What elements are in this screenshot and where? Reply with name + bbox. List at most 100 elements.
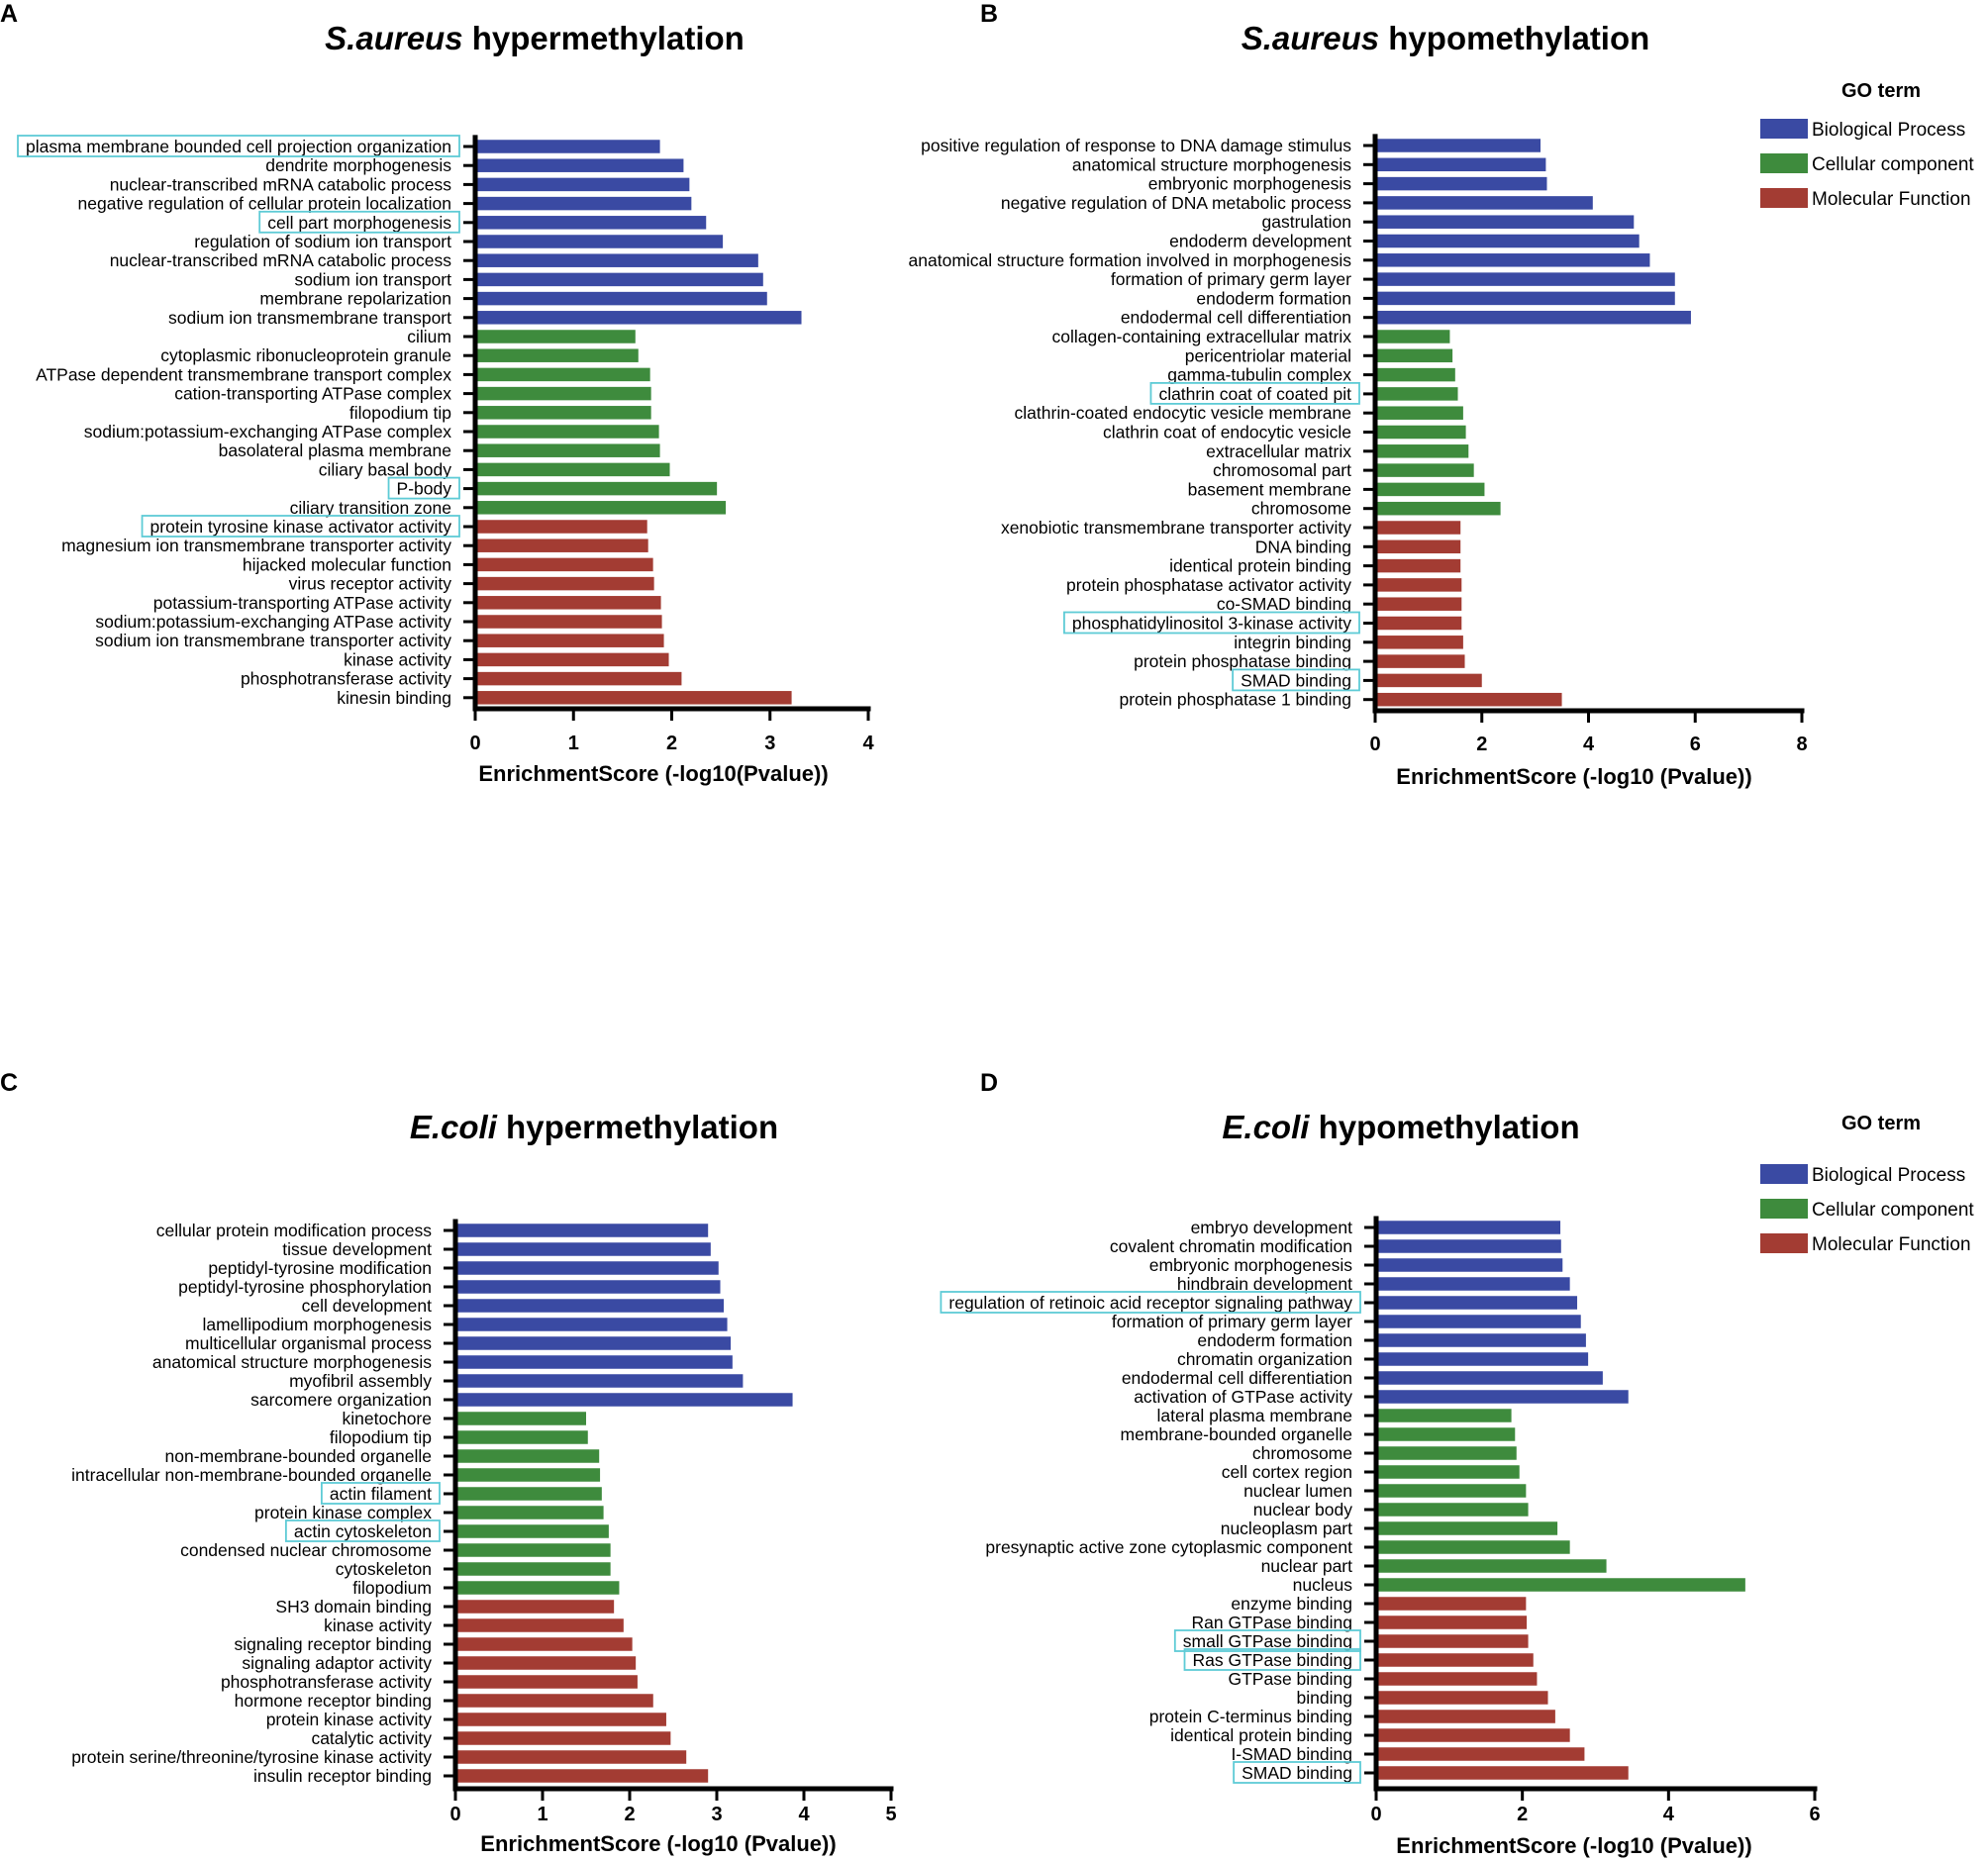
x-tick-label-d-2: 2 (1517, 1804, 1528, 1825)
category-label-a-20: protein tyrosine kinase activator activi… (150, 517, 452, 537)
chart-title-a: S.aureus hypermethylation (325, 20, 745, 56)
category-label-a-11: cytoplasmic ribonucleoprotein granule (160, 345, 451, 365)
bar-c-5 (455, 1318, 728, 1331)
category-label-a-17: ciliary basal body (319, 459, 451, 479)
bar-b-3 (1375, 196, 1593, 210)
bar-c-3 (455, 1280, 721, 1294)
category-label-b-28: SMAD binding (1241, 670, 1351, 690)
bar-d-18 (1376, 1559, 1607, 1573)
bar-a-28 (475, 671, 682, 686)
bar-c-24 (455, 1675, 638, 1689)
category-label-d-6: endoderm formation (1197, 1330, 1352, 1350)
bar-b-25 (1375, 616, 1462, 631)
bar-a-8 (475, 291, 767, 306)
highlight-box-b-25 (1063, 611, 1360, 635)
bar-b-7 (1375, 272, 1675, 286)
bar-d-29 (1376, 1766, 1629, 1780)
highlight-box-a-18 (387, 476, 460, 500)
bar-b-12 (1375, 367, 1455, 382)
x-tick-label-d-0: 0 (1370, 1804, 1381, 1825)
category-label-b-11: pericentriolar material (1185, 345, 1351, 365)
bar-a-23 (475, 576, 654, 591)
category-label-c-7: anatomical structure morphogenesis (152, 1352, 432, 1372)
category-label-b-13: clathrin coat of coated pit (1158, 384, 1351, 404)
category-label-a-7: sodium ion transport (294, 269, 451, 289)
category-label-c-0: cellular protein modification process (156, 1221, 432, 1240)
bar-b-9 (1375, 310, 1691, 325)
bar-d-13 (1376, 1465, 1520, 1479)
category-label-c-23: signaling adaptor activity (242, 1653, 432, 1673)
category-label-b-20: xenobiotic transmembrane transporter act… (1001, 518, 1351, 538)
category-label-c-10: kinetochore (343, 1409, 432, 1428)
bar-c-14 (455, 1487, 602, 1501)
category-label-a-1: dendrite morphogenesis (265, 155, 451, 175)
category-label-a-18: P-body (397, 479, 452, 499)
bar-d-25 (1376, 1691, 1548, 1705)
bar-d-14 (1376, 1484, 1527, 1498)
bar-c-29 (455, 1769, 709, 1783)
category-label-d-25: binding (1297, 1688, 1352, 1708)
category-label-b-19: chromosome (1251, 499, 1351, 519)
bar-d-27 (1376, 1728, 1570, 1742)
bar-b-13 (1375, 387, 1458, 401)
category-label-c-1: tissue development (282, 1239, 432, 1259)
highlight-box-a-4 (258, 210, 460, 234)
bar-b-6 (1375, 253, 1650, 267)
bar-b-19 (1375, 501, 1501, 516)
category-label-c-13: intracellular non-membrane-bounded organ… (71, 1465, 432, 1485)
bar-c-6 (455, 1336, 732, 1350)
category-label-a-0: plasma membrane bounded cell projection … (26, 137, 451, 156)
bar-a-26 (475, 634, 664, 647)
bar-a-25 (475, 615, 662, 629)
category-label-b-6: anatomical structure formation involved … (909, 250, 1352, 270)
x-tick-label-b-0: 0 (1369, 734, 1380, 755)
category-label-b-27: protein phosphatase binding (1134, 651, 1351, 671)
bar-b-18 (1375, 482, 1485, 497)
legend-entry-b-bp: Biological Process (1812, 120, 1965, 141)
bar-a-27 (475, 652, 669, 667)
legend-swatch-b-mf (1760, 188, 1808, 208)
legend-entry-d-cc: Cellular component (1812, 1200, 1974, 1221)
bar-d-7 (1376, 1352, 1589, 1366)
chart-title-b: S.aureus hypomethylation (1242, 20, 1650, 56)
category-label-a-15: sodium:potassium-exchanging ATPase compl… (84, 422, 452, 441)
category-label-b-17: chromosomal part (1213, 460, 1351, 480)
bar-d-6 (1376, 1333, 1586, 1347)
panel-label-a: A (0, 0, 18, 28)
category-label-c-16: actin cytoskeleton (294, 1521, 432, 1541)
highlight-box-c-16 (284, 1519, 441, 1542)
bar-d-24 (1376, 1672, 1538, 1686)
x-tick-label-b-4: 4 (1583, 734, 1595, 755)
bar-a-20 (475, 520, 647, 534)
bar-d-10 (1376, 1409, 1512, 1422)
bar-c-23 (455, 1656, 637, 1670)
x-axis-label-b: EnrichmentScore (-log10 (Pvalue)) (1396, 764, 1751, 789)
bar-c-19 (455, 1581, 620, 1595)
bar-b-26 (1375, 636, 1463, 649)
highlight-box-d-23 (1183, 1648, 1361, 1671)
category-label-d-19: nucleus (1293, 1575, 1353, 1595)
bar-b-8 (1375, 291, 1675, 306)
bar-b-21 (1375, 539, 1461, 554)
bar-a-16 (475, 443, 660, 457)
chart-title-d: E.coli hypomethylation (1222, 1109, 1579, 1145)
category-label-a-5: regulation of sodium ion transport (194, 232, 451, 251)
bar-c-10 (455, 1412, 586, 1425)
category-label-c-8: myofibril assembly (289, 1371, 432, 1391)
x-tick-label-d-6: 6 (1809, 1804, 1820, 1825)
bar-d-12 (1376, 1446, 1517, 1460)
category-label-b-5: endoderm development (1169, 232, 1351, 251)
panel-label-d: D (980, 1069, 998, 1097)
category-label-b-3: negative regulation of DNA metabolic pro… (1001, 193, 1351, 213)
bar-a-5 (475, 235, 724, 248)
x-tick-label-d-4: 4 (1663, 1804, 1675, 1825)
chart-title-c: E.coli hypermethylation (410, 1109, 778, 1145)
category-label-a-9: sodium ion transmembrane transport (168, 308, 451, 328)
category-label-c-27: catalytic activity (311, 1728, 432, 1748)
category-label-d-29: SMAD binding (1242, 1763, 1352, 1783)
bar-b-28 (1375, 673, 1482, 688)
category-label-b-24: co-SMAD binding (1217, 594, 1351, 614)
legend-title-b: GO term (1841, 80, 1921, 102)
bar-c-22 (455, 1637, 633, 1651)
